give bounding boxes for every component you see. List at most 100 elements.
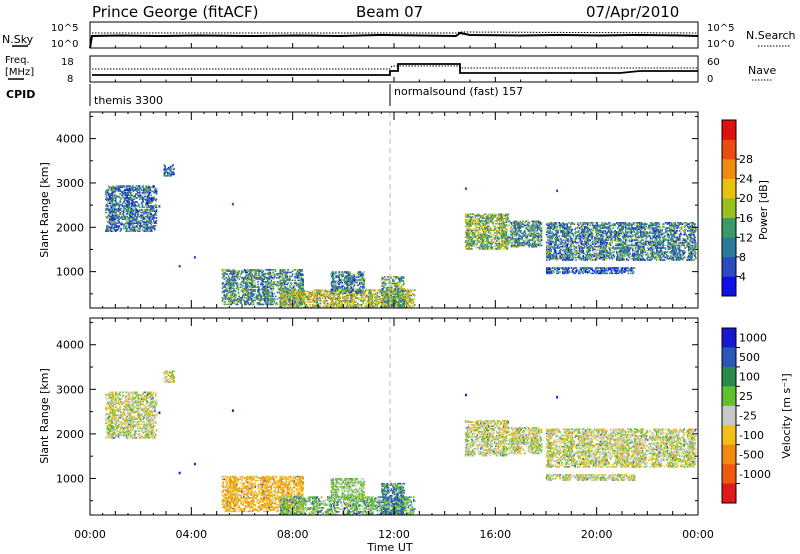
- power-cell: [239, 300, 242, 303]
- power-cell: [486, 228, 488, 230]
- power-cell: [146, 227, 148, 230]
- power-cell: [150, 199, 152, 202]
- power-cell: [480, 236, 483, 238]
- power-cell: [138, 194, 140, 197]
- power-cell: [115, 205, 117, 207]
- power-cell: [146, 186, 149, 189]
- power-cell: [296, 271, 298, 274]
- power-cell: [229, 282, 232, 284]
- power-cell: [306, 290, 309, 293]
- power-cell: [492, 248, 494, 250]
- power-cell: [230, 296, 233, 299]
- power-cell: [255, 296, 257, 299]
- power-cell: [224, 300, 226, 303]
- power-cell: [245, 284, 248, 287]
- power-cell: [227, 283, 229, 286]
- power-cell: [113, 219, 115, 222]
- power-cell: [507, 241, 510, 244]
- power-cell: [344, 300, 347, 302]
- power-cell: [315, 302, 318, 305]
- power-cell: [555, 239, 558, 241]
- power-cell: [475, 237, 478, 240]
- power-cell: [349, 288, 351, 291]
- power-cell: [302, 287, 304, 290]
- power-cell: [221, 291, 224, 294]
- power-cell: [500, 222, 502, 225]
- power-cell: [473, 220, 476, 222]
- power-cell: [331, 300, 333, 302]
- power-cell: [466, 234, 469, 237]
- power-cell: [508, 220, 510, 223]
- power-cell: [479, 228, 481, 230]
- power-cell: [554, 251, 556, 253]
- power-cell: [261, 291, 264, 294]
- power-cell: [489, 228, 492, 230]
- power-cell: [480, 221, 482, 224]
- power-cell: [359, 279, 361, 281]
- power-cell: [538, 235, 540, 237]
- power-cell: [250, 291, 252, 294]
- power-cell: [233, 269, 235, 271]
- power-cell: [535, 223, 538, 225]
- power-cell: [301, 287, 304, 290]
- power-cell: [228, 279, 231, 282]
- power-cell: [241, 296, 243, 299]
- power-cell: [503, 218, 505, 221]
- power-cell: [254, 273, 257, 275]
- power-cell: [143, 193, 145, 195]
- power-cell: [353, 301, 356, 303]
- power-cell: [248, 277, 250, 279]
- power-cell: [259, 303, 261, 306]
- power-cell: [137, 214, 139, 217]
- power-cell: [398, 301, 400, 303]
- power-cell: [256, 296, 258, 299]
- power-cell: [122, 209, 125, 211]
- power-cell: [145, 222, 147, 225]
- power-cell: [172, 164, 174, 166]
- power-cell: [270, 283, 273, 286]
- power-cell: [249, 295, 251, 298]
- power-cell: [117, 214, 120, 217]
- power-cell: [272, 288, 274, 291]
- power-cell: [255, 286, 257, 288]
- power-cell: [402, 276, 405, 278]
- power-cell: [110, 221, 113, 223]
- power-cell: [486, 234, 488, 237]
- power-cell: [129, 217, 131, 219]
- power-cell: [490, 217, 493, 220]
- power-cell: [532, 230, 535, 232]
- power-cell: [555, 232, 558, 235]
- power-echo-region: [546, 222, 697, 261]
- power-cell: [325, 305, 327, 307]
- power-cell: [319, 294, 321, 297]
- power-cell: [126, 205, 129, 207]
- power-cell: [406, 293, 409, 296]
- power-cell: [513, 232, 515, 235]
- power-cell: [146, 226, 149, 229]
- power-cell: [296, 293, 298, 296]
- power-cell: [345, 277, 348, 280]
- power-cell: [552, 247, 554, 249]
- power-cell: [385, 302, 388, 305]
- power-cell: [287, 289, 289, 292]
- power-cell: [536, 237, 538, 240]
- power-cell: [469, 237, 471, 240]
- power-cell: [312, 301, 315, 303]
- power-cell: [531, 226, 533, 228]
- power-cell: [118, 187, 121, 190]
- power-cell: [146, 187, 148, 190]
- power-cell: [105, 191, 107, 194]
- power-cell: [511, 228, 514, 231]
- power-cell: [555, 256, 558, 259]
- power-cell: [473, 232, 476, 234]
- power-cell: [108, 222, 111, 225]
- power-cell: [251, 270, 254, 272]
- power-cell: [381, 281, 383, 284]
- power-cell: [501, 245, 503, 248]
- power-cell: [319, 302, 322, 305]
- power-cell: [486, 238, 488, 241]
- power-cell: [560, 239, 562, 241]
- power-cell: [539, 235, 542, 237]
- power-cell: [467, 221, 470, 224]
- power-cell: [327, 302, 329, 305]
